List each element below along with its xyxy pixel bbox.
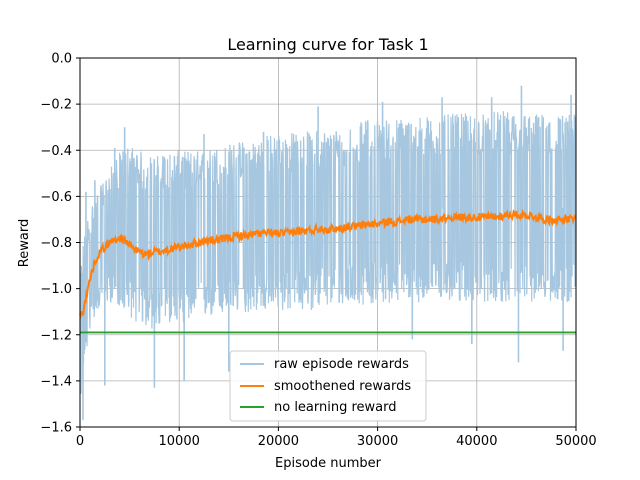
y-tick-label: −0.8 <box>40 236 72 251</box>
legend: raw episode rewards smoothened rewards n… <box>229 350 427 422</box>
chart-title: Learning curve for Task 1 <box>227 35 428 54</box>
y-tick-label: −1.2 <box>40 328 72 343</box>
x-tick-label: 50000 <box>555 434 596 449</box>
x-axis-ticks: 0 10000 20000 30000 40000 50000 <box>76 427 597 449</box>
y-tick-label: −1.4 <box>40 374 72 389</box>
y-tick-label: −0.4 <box>40 144 72 159</box>
legend-label-smoothened: smoothened rewards <box>274 379 411 394</box>
y-axis-label: Reward <box>17 219 32 267</box>
x-tick-label: 0 <box>76 434 84 449</box>
legend-label-raw: raw episode rewards <box>274 357 409 372</box>
y-tick-label: −1.6 <box>40 421 72 436</box>
legend-box <box>229 350 427 422</box>
legend-label-no-learning: no learning reward <box>274 400 397 415</box>
smoothened-rewards-line <box>79 208 577 320</box>
raw-episode-rewards-series <box>79 85 577 421</box>
y-tick-label: 0.0 <box>51 52 72 67</box>
x-tick-label: 30000 <box>357 434 398 449</box>
y-tick-label: −1.0 <box>40 282 72 297</box>
y-axis-ticks: 0.0 −0.2 −0.4 −0.6 −0.8 −1.0 −1.2 −1.4 −1.6 <box>40 52 80 436</box>
x-tick-label: 20000 <box>258 434 299 449</box>
y-tick-label: −0.6 <box>40 190 72 205</box>
raw-rewards-line <box>79 111 577 394</box>
y-tick-label: −0.2 <box>40 98 72 113</box>
x-tick-label: 40000 <box>456 434 497 449</box>
x-tick-label: 10000 <box>159 434 200 449</box>
x-axis-label: Episode number <box>275 456 382 471</box>
smoothened-rewards-series <box>79 208 577 320</box>
